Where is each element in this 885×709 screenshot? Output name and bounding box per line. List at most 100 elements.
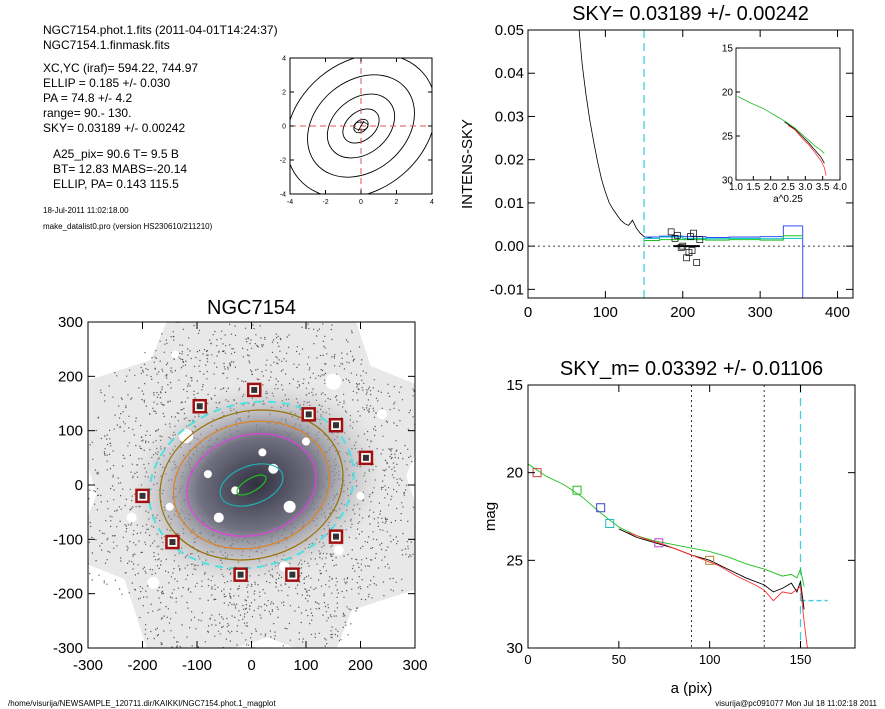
magnitude-data xyxy=(528,385,828,648)
galaxy-y-tick-label: 100 xyxy=(58,423,83,440)
masked-star xyxy=(356,491,365,500)
sky-box-marker xyxy=(677,244,685,251)
sky-box-marker xyxy=(696,236,704,243)
galaxy-y-tick-label: 200 xyxy=(58,368,83,385)
sky-box-marker xyxy=(683,254,690,262)
sky-region-marker-core xyxy=(362,454,369,461)
galaxy-x-tick-label: 0 xyxy=(247,657,255,674)
intensity-y-tick-label: 0.00 xyxy=(495,238,524,255)
sky-region-marker-core xyxy=(237,571,244,578)
contour-y-tick-label: -4 xyxy=(280,192,286,199)
footer-user: visurija@pc091077 Mon Jul 18 11:02:18 20… xyxy=(715,699,877,708)
inset-x-tick-label: 2.5 xyxy=(781,182,795,193)
inset-x-tick-label: 3.0 xyxy=(798,182,812,193)
header-bt: BT= 12.83 MABS=-20.14 xyxy=(53,162,188,176)
sky-region-marker-core xyxy=(169,539,176,546)
masked-star xyxy=(213,512,224,523)
galaxy-image xyxy=(88,322,415,648)
intensity-frame xyxy=(527,29,854,299)
contour-x-tick-label: -4 xyxy=(287,199,293,206)
isophote-ellipse xyxy=(186,433,317,537)
masked-star xyxy=(377,409,388,420)
contour-x-tick-label: 4 xyxy=(430,199,434,206)
galaxy-y-tick-label: -100 xyxy=(53,531,83,548)
contour-line xyxy=(342,108,380,144)
intensity-title: SKY= 0.03189 +/- 0.00242 xyxy=(572,3,809,25)
mag-series-line xyxy=(528,463,805,587)
sky-box-marker xyxy=(667,228,675,236)
sky-region-marker-core xyxy=(289,571,296,578)
header-ellip-pa: ELLIP, PA= 0.143 115.5 xyxy=(53,177,179,191)
masked-star xyxy=(325,373,342,390)
intensity-data xyxy=(528,30,853,298)
galaxy-glow xyxy=(128,381,385,586)
masked-star xyxy=(165,502,174,511)
inset-frame xyxy=(735,47,841,181)
sky-step-line xyxy=(644,236,803,240)
galaxy-x-tick-label: -200 xyxy=(127,657,157,674)
contour-y-tick-label: 4 xyxy=(282,56,286,63)
inset-y-tick-label: 30 xyxy=(722,176,734,187)
isophote-ellipse xyxy=(219,463,284,507)
masked-star xyxy=(283,500,296,513)
galaxy-x-tick-label: 100 xyxy=(293,657,318,674)
inset-x-tick-label: 1.5 xyxy=(746,182,760,193)
intensity-y-tick-label: -0.01 xyxy=(490,281,524,298)
header-program: make_datalist0.pro (version HS230610/211… xyxy=(43,222,213,231)
galaxy-y-tick-label: 0 xyxy=(75,477,83,494)
contour-y-tick-label: 2 xyxy=(282,90,286,97)
sky-region-marker-core xyxy=(251,386,258,393)
intensity-x-tick-label: 0 xyxy=(524,304,532,321)
header-xcyc: XC,YC (iraf)= 594.22, 744.97 xyxy=(43,61,199,75)
contour-line xyxy=(326,93,396,159)
contour-x-tick-label: -2 xyxy=(322,199,328,206)
header-range: range= 90.- 130. xyxy=(43,106,132,120)
masked-star xyxy=(203,470,212,479)
masked-star xyxy=(147,576,160,589)
contour-lines xyxy=(290,58,432,194)
mag-y-tick-label: 15 xyxy=(506,377,523,394)
sky-box-marker xyxy=(679,242,687,250)
magnitude-frame xyxy=(527,384,856,649)
contour-line xyxy=(353,118,369,134)
inset-x-tick-label: 3.5 xyxy=(816,182,830,193)
mag-x-tick-label: 100 xyxy=(699,652,721,667)
intensity-plot: 0 100 200 300 400 0.05 0.04 0.03 0.02 0.01 0.00 -0.… xyxy=(459,3,854,321)
mag-y-tick-label: 20 xyxy=(506,465,523,482)
mag-box-marker xyxy=(605,519,615,529)
inset-series-line xyxy=(784,121,825,164)
contour-x-tick-label: 0 xyxy=(359,199,363,206)
sky-step-line xyxy=(644,225,803,238)
sky-box-marker xyxy=(687,233,694,240)
masked-star xyxy=(333,545,344,556)
inset-x-tick-label: 2.0 xyxy=(764,182,778,193)
galaxy-y-tick-label: -200 xyxy=(53,586,83,603)
header-ellip: ELLIP = 0.185 +/- 0.030 xyxy=(43,76,171,90)
mag-x-tick-label: 150 xyxy=(790,652,812,667)
galaxy-x-tick-label: 200 xyxy=(348,657,373,674)
intensity-y-tick-label: 0.03 xyxy=(495,108,524,125)
inset-x-tick-label: 4.0 xyxy=(833,182,847,193)
masked-star xyxy=(171,350,180,359)
inset-series-line xyxy=(737,96,825,154)
magnitude-plot: 0 50 100 150 15 20 25 30 SKY_m= 0.03392 +/- 0.01… xyxy=(482,358,856,697)
sky-box-marker xyxy=(688,247,696,254)
intensity-ylabel: INTENS-SKY xyxy=(459,119,476,209)
inset-plot: 1.0 1.5 2.0 2.5 3.0 3.5 4.0 15 20 25 30 a^0.25 xyxy=(722,44,848,206)
contour-x-tick-label: 2 xyxy=(395,199,399,206)
header-date: 18-Jul-2011 11:02:18.00 xyxy=(43,206,129,215)
intensity-x-tick-label: 300 xyxy=(748,304,773,321)
inset-x-tick-label: 1.0 xyxy=(729,182,743,193)
isophote-ellipse xyxy=(172,420,331,550)
contour-y-tick-label: -2 xyxy=(280,158,286,165)
contour-line xyxy=(290,58,432,194)
sky-region-marker-core xyxy=(139,492,146,499)
intensity-profile-line xyxy=(578,30,652,239)
mag-y-tick-label: 30 xyxy=(506,640,523,657)
masked-star xyxy=(179,429,194,444)
mag-box-marker xyxy=(654,538,664,548)
masked-star xyxy=(126,512,137,523)
intensity-y-tick-label: 0.04 xyxy=(495,65,524,82)
mag-box-marker xyxy=(572,485,582,495)
